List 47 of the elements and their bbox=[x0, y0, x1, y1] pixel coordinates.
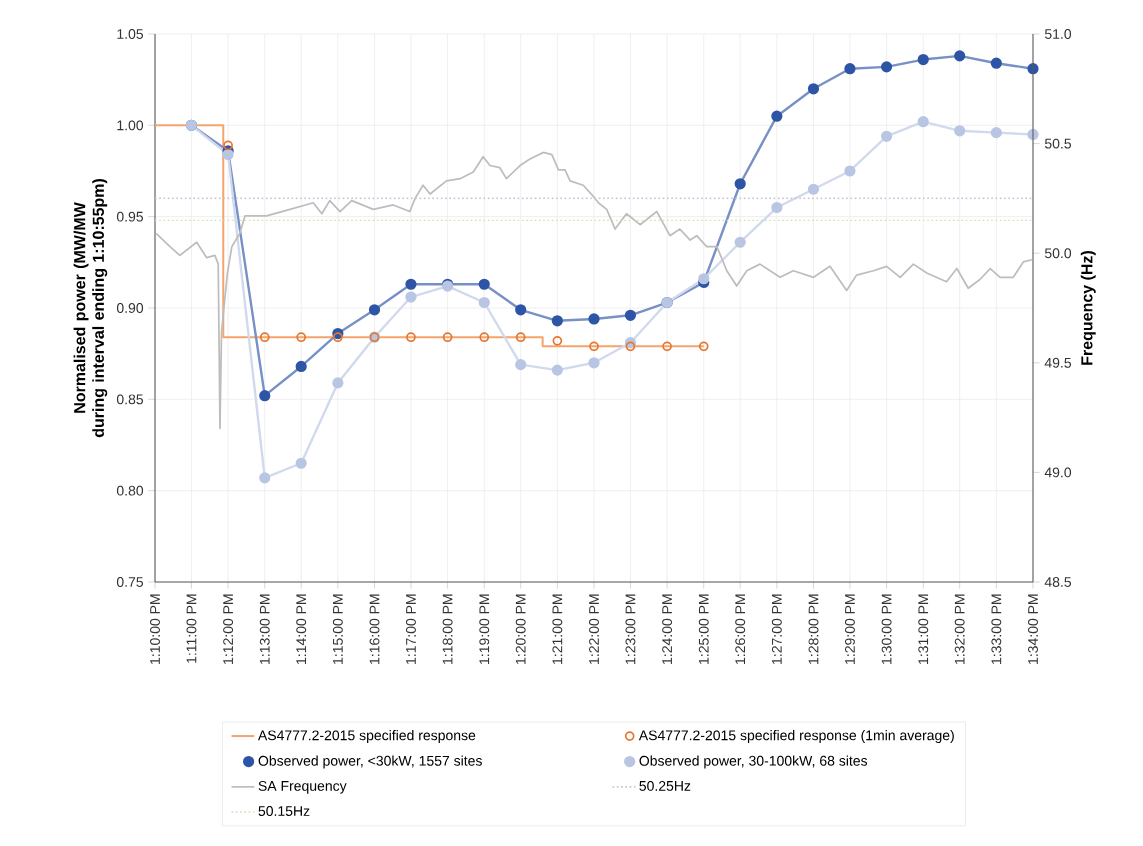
y2-axis-title: Frequency (Hz) bbox=[1080, 251, 1096, 365]
x-tick-label: 1:24:00 PM bbox=[662, 594, 673, 664]
y2-tick-label: 48.5 bbox=[1044, 577, 1072, 587]
y2-tick-label: 50.0 bbox=[1044, 248, 1072, 259]
legend-label: 50.25Hz bbox=[639, 780, 691, 791]
y-tick-label: 1.05 bbox=[117, 29, 144, 39]
x-tick-label: 1:34:00 PM bbox=[1028, 594, 1038, 664]
legend-label: AS4777.2-2015 specified response bbox=[257, 730, 476, 744]
x-tick-label: 1:23:00 PM bbox=[625, 594, 636, 664]
x-tick-label: 1:21:00 PM bbox=[552, 594, 563, 664]
y2-tick-label: 49.5 bbox=[1044, 357, 1072, 368]
x-tick-label: 1:13:00 PM bbox=[259, 594, 270, 664]
y-tick-label: 0.75 bbox=[116, 577, 144, 587]
x-tick-label: 1:16:00 PM bbox=[369, 594, 380, 664]
x-tick-label: 1:14:00 PM bbox=[296, 594, 307, 664]
x-tick-label: 1:28:00 PM bbox=[808, 594, 819, 664]
x-tick-label: 1:30:00 PM bbox=[881, 594, 892, 664]
x-tick-label: 1:25:00 PM bbox=[698, 594, 709, 664]
x-tick-label: 1:18:00 PM bbox=[442, 594, 453, 664]
y-tick-label: 0.80 bbox=[116, 485, 144, 496]
x-tick-label: 1:31:00 PM bbox=[918, 594, 929, 664]
x-tick-label: 1:12:00 PM bbox=[223, 594, 234, 664]
y-tick-label: 1.00 bbox=[117, 120, 144, 131]
legend-label: 50.15Hz bbox=[258, 806, 310, 816]
y2-tick-label: 49.0 bbox=[1044, 467, 1072, 478]
x-tick-label: 1:32:00 PM bbox=[954, 594, 965, 664]
legend-label: AS4777.2-2015 specified response (1min average) bbox=[638, 730, 954, 744]
x-tick-label: 1:17:00 PM bbox=[406, 594, 416, 664]
y-tick-label: 0.90 bbox=[116, 303, 144, 313]
x-tick-label: 1:22:00 PM bbox=[589, 594, 599, 664]
x-tick-label: 1:27:00 PM bbox=[771, 594, 782, 664]
x-tick-label: 1:26:00 PM bbox=[735, 594, 746, 664]
y2-tick-label: 51.0 bbox=[1044, 29, 1072, 39]
x-tick-label: 1:19:00 PM bbox=[479, 594, 490, 664]
x-tick-label: 1:29:00 PM bbox=[844, 594, 855, 664]
y-tick-label: 0.85 bbox=[116, 394, 144, 405]
x-tick-label: 1:20:00 PM bbox=[515, 594, 526, 664]
legend-label: Observed power, <30kW, 1557 sites bbox=[258, 755, 482, 769]
y-axis-title: Normalised power (MW/MW during interval ending 1:10:55pm) bbox=[73, 179, 108, 438]
legend-label: Observed power, 30-100kW, 68 sites bbox=[639, 755, 868, 769]
y-tick-label: 0.95 bbox=[116, 211, 144, 222]
x-tick-label: 1:33:00 PM bbox=[991, 594, 1002, 664]
x-tick-label: 1:10:00 PM bbox=[150, 594, 160, 664]
x-tick-label: 1:15:00 PM bbox=[332, 594, 343, 664]
y2-tick-label: 50.5 bbox=[1044, 138, 1072, 149]
legend-label: SA Frequency bbox=[258, 780, 347, 794]
x-tick-label: 1:11:00 PM bbox=[186, 594, 197, 663]
